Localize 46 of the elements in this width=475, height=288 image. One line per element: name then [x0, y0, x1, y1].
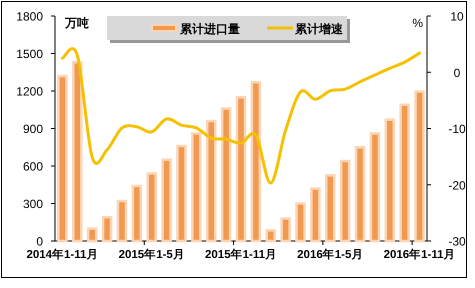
x-tick-label: 2015年1-5月 [118, 247, 185, 261]
y2-tick-label: -30 [448, 234, 466, 248]
bar [354, 146, 366, 242]
bar [176, 144, 187, 242]
bar [102, 216, 112, 242]
bar [146, 172, 157, 242]
bar [116, 200, 128, 242]
y-tick-label: 0 [36, 234, 44, 248]
bar [295, 202, 306, 242]
x-tick-label: 2016年1-5月 [297, 247, 364, 261]
bar [132, 184, 142, 242]
bar [266, 229, 276, 242]
y-tick-label: 900 [22, 122, 44, 136]
y2-tick-label: -20 [448, 178, 466, 192]
legend-label: 累计增速 [294, 22, 344, 36]
bar [399, 104, 410, 242]
y-axis-title: 万吨 [64, 16, 89, 30]
bar [384, 118, 396, 242]
bar [72, 61, 83, 242]
bar [86, 227, 98, 242]
y2-tick-label: 10 [450, 10, 464, 24]
bar [220, 107, 232, 242]
x-tick-label: 2014年1-11月 [26, 247, 98, 261]
y-tick-label: 1500 [16, 47, 44, 61]
bar [206, 120, 216, 242]
bar [250, 81, 262, 242]
y2-tick-label: 0 [454, 66, 461, 80]
y-tick-label: 300 [22, 197, 44, 211]
bar [310, 187, 321, 242]
bar [161, 158, 172, 242]
y-tick-label: 600 [22, 160, 44, 174]
bar [340, 160, 350, 242]
bar [280, 217, 291, 242]
bar [191, 132, 202, 242]
legend-label: 累计进口量 [179, 22, 240, 36]
y-tick-label: 1800 [16, 10, 44, 24]
bar [325, 174, 336, 242]
x-tick-label: 2015年1-11月 [205, 247, 277, 261]
y-tick-label: 1200 [16, 84, 44, 98]
y2-axis-title: % [412, 16, 424, 30]
y2-tick-label: -10 [448, 122, 466, 136]
bar [236, 96, 246, 242]
bar [414, 90, 425, 242]
bar [57, 74, 68, 242]
x-tick-label: 2016年1-11月 [384, 247, 456, 261]
bar [370, 132, 380, 242]
